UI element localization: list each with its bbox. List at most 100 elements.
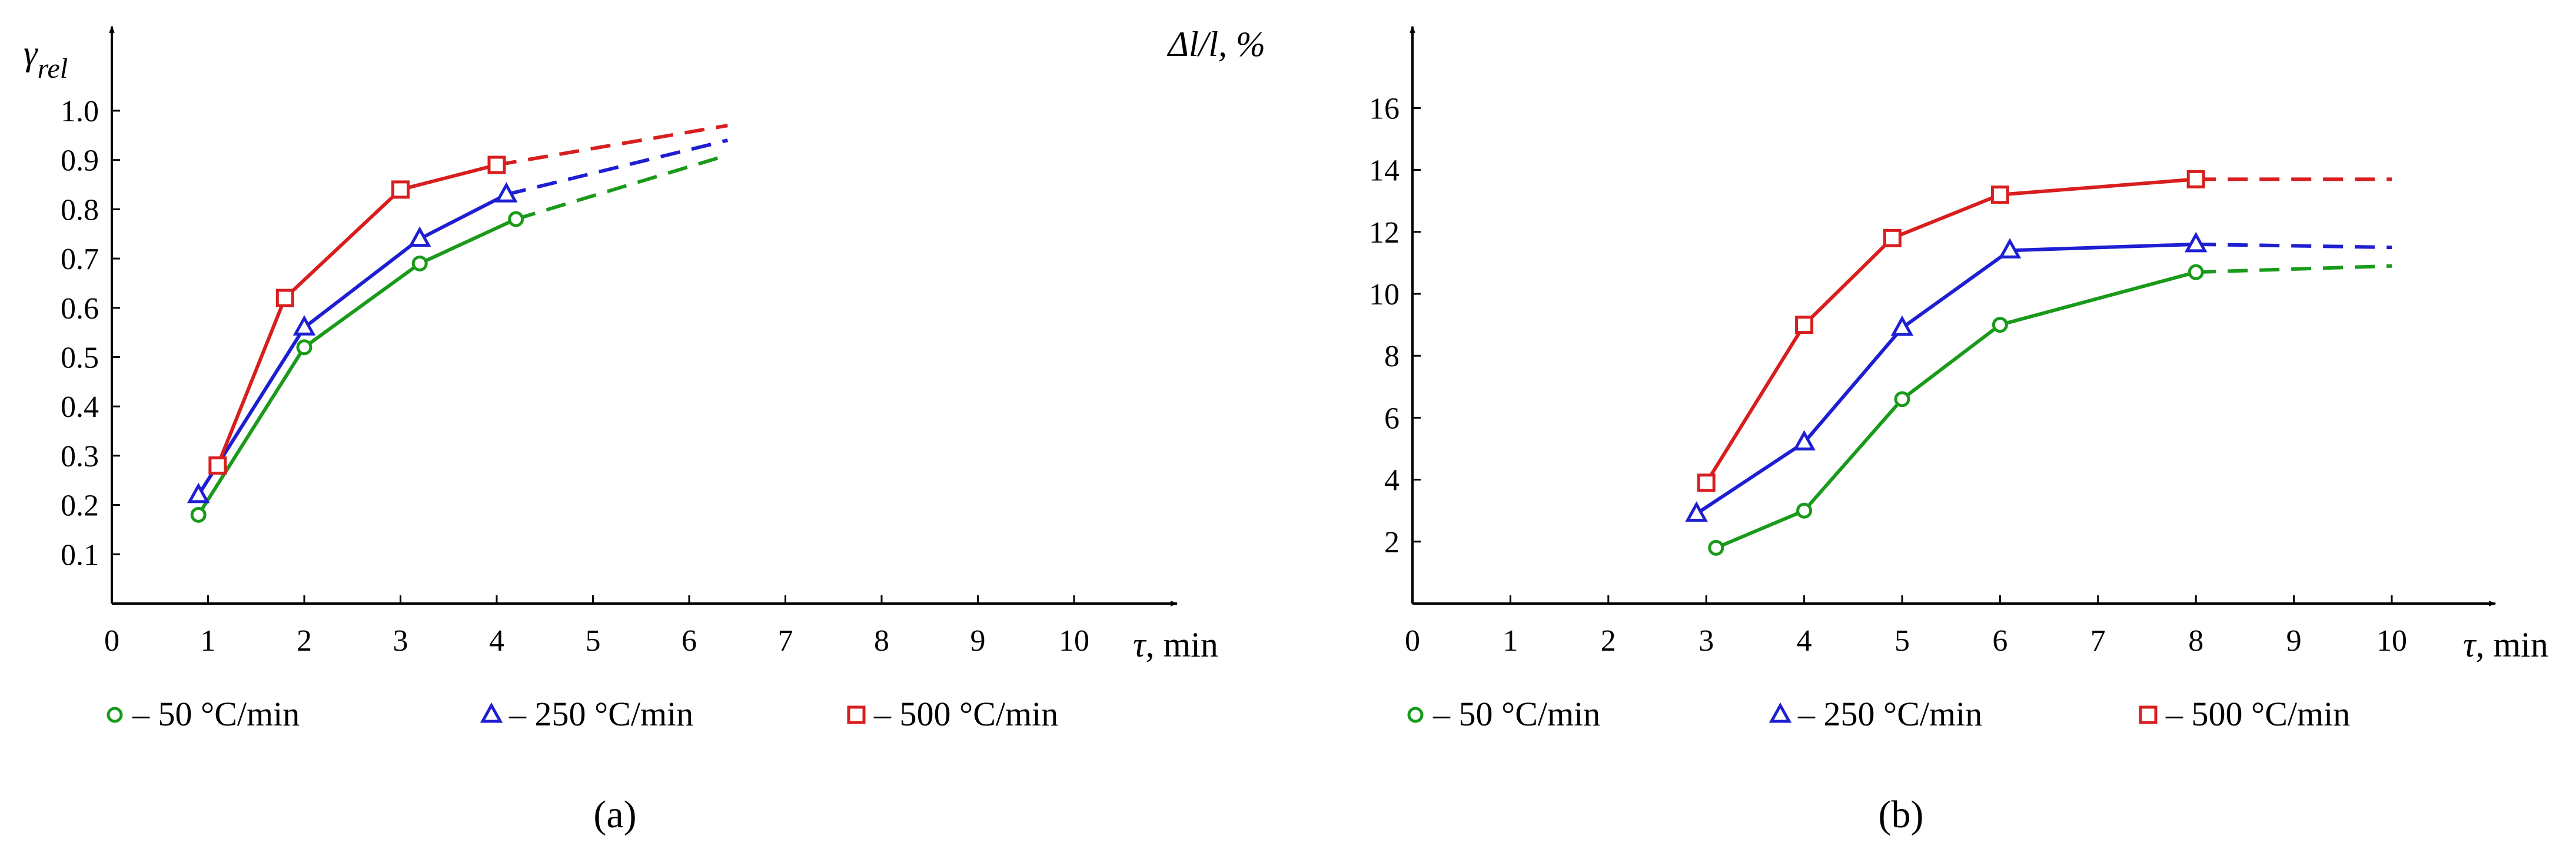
legend-label: – 500 °C/min [2165, 695, 2350, 733]
y-tick-label: 4 [1384, 464, 1400, 498]
x-tick-label: 9 [970, 624, 986, 658]
legend-marker [1769, 702, 1792, 723]
data-point [2186, 170, 2205, 188]
y-tick-label: 0.4 [61, 390, 99, 424]
x-tick-label: 2 [297, 624, 312, 658]
panel-label: (a) [593, 793, 636, 836]
data-point [1998, 238, 2022, 258]
series-circle [190, 153, 729, 523]
x-axis-label-unit: , min [1145, 625, 1218, 664]
legend-label: – 500 °C/min [873, 695, 1058, 733]
legend-label: – 50 °C/min [132, 695, 300, 733]
legend-marker [1407, 707, 1424, 723]
chart-panel-a: 0 1 2 3 4 5 6 7 8 9 10 0.1 0.2 0.3 0.4 0.5 0.6 0.7 0.8 0.9 1… [24, 25, 1218, 836]
y-tick-label: 6 [1384, 402, 1400, 435]
y-tick-label: 2 [1384, 526, 1400, 559]
series-line [1715, 270, 2196, 550]
y-tick-label: 0.2 [61, 489, 99, 523]
legend-marker [2139, 705, 2158, 724]
y-tick-label: 1.0 [61, 95, 99, 128]
x-tick-label: 8 [2188, 624, 2203, 658]
legend-label: – 50 °C/min [1432, 695, 1600, 733]
x-tick-label: 3 [393, 624, 408, 658]
x-tick-label: 7 [778, 624, 793, 658]
legend-marker [480, 702, 503, 723]
y-tick-label: 0.1 [61, 538, 99, 572]
x-tick-label: 10 [1059, 624, 1089, 658]
data-point [487, 155, 506, 174]
data-point [1990, 185, 2009, 204]
legend-label: – 250 °C/min [1797, 695, 1982, 733]
y-tick-label: 14 [1369, 154, 1400, 188]
x-axis-label: τ, min [1133, 625, 1218, 664]
data-point [1708, 539, 1724, 556]
series-line [197, 217, 517, 516]
x-tick-label: 0 [1405, 624, 1420, 658]
series-dashed-extrapolation [2196, 242, 2392, 250]
data-point [408, 226, 431, 247]
series-dashed-extrapolation [496, 124, 728, 167]
series-line [216, 163, 497, 466]
series-dashed-extrapolation [515, 153, 729, 221]
x-tick-label: 6 [1992, 624, 2007, 658]
series-dashed-extrapolation [2196, 264, 2392, 274]
x-axis-label-unit: , min [2475, 625, 2548, 664]
data-point [1795, 316, 1814, 334]
y-axis-label-subscript: rel [38, 53, 68, 84]
data-point [190, 506, 207, 523]
data-point [1894, 391, 1910, 407]
series-circle [1708, 264, 2392, 556]
y-tick-label: 0.9 [61, 144, 99, 178]
y-tick-label: 0.8 [61, 193, 99, 227]
data-point [495, 182, 518, 203]
y-tick-label: 8 [1384, 340, 1400, 373]
data-point [508, 211, 524, 227]
panel-label: (b) [1879, 793, 1924, 836]
series-triangle [187, 138, 729, 503]
series-line [197, 193, 507, 496]
x-tick-label: 9 [2286, 624, 2302, 658]
x-axis-label-symbol: τ [2463, 625, 2477, 664]
data-point [391, 180, 410, 199]
y-tick-label: 0.7 [61, 243, 99, 276]
y-tick-label: 16 [1369, 92, 1400, 125]
x-tick-label: 10 [2376, 624, 2407, 658]
y-axis-label: γrel [24, 34, 68, 84]
series-triangle [1685, 231, 2392, 522]
data-point [1992, 317, 2008, 333]
data-point [1793, 430, 1816, 450]
y-axis-label: Δl/l, % [1167, 25, 1265, 64]
y-tick-label: 12 [1369, 216, 1400, 250]
y-tick-label: 0.5 [61, 342, 99, 375]
data-point [1796, 502, 1813, 519]
data-point [1883, 228, 1902, 247]
x-tick-label: 0 [104, 624, 119, 658]
x-tick-label: 5 [586, 624, 601, 658]
data-point [296, 339, 313, 356]
series-square [1697, 170, 2392, 492]
series-dashed-extrapolation [506, 138, 729, 197]
x-tick-label: 8 [874, 624, 889, 658]
data-point [275, 289, 294, 307]
data-point [2184, 231, 2208, 253]
legend-label: – 250 °C/min [508, 695, 693, 733]
data-point [1890, 315, 1914, 336]
x-axis-label: τ, min [2463, 625, 2548, 664]
y-tick-label: 10 [1369, 278, 1400, 311]
legend-marker [847, 705, 866, 724]
data-point [411, 255, 428, 271]
x-tick-label: 4 [1797, 624, 1812, 658]
data-point [292, 315, 316, 336]
x-axis-label-symbol: τ [1133, 625, 1147, 664]
data-point [2188, 264, 2204, 280]
x-tick-label: 4 [489, 624, 504, 658]
x-tick-label: 1 [201, 624, 216, 658]
legend-marker [107, 707, 123, 723]
x-tick-label: 7 [2090, 624, 2106, 658]
y-tick-label: 0.3 [61, 440, 99, 473]
x-tick-label: 2 [1601, 624, 1616, 658]
data-point [187, 482, 210, 503]
x-tick-label: 5 [1894, 624, 1910, 658]
